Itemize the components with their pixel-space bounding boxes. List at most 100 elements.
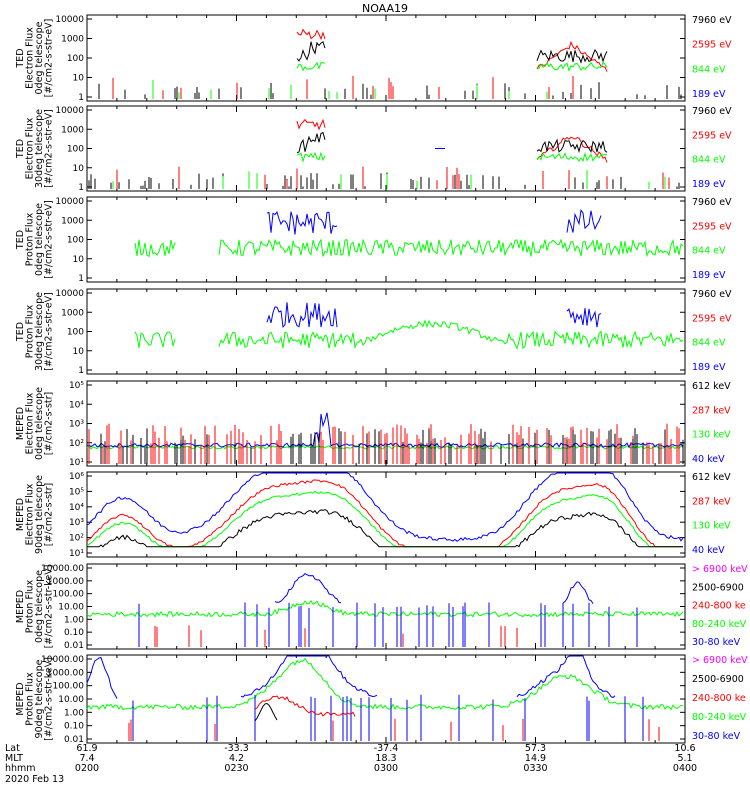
series-130kev [86,490,683,548]
y-axis-label-line: [#/cm2-s-str] [43,483,54,546]
y-tick-label: 10¹ [69,458,84,468]
series-612kev [100,428,684,464]
series-240-800kev [254,695,356,717]
series-189ev [266,209,602,235]
legend-entry: 189 eV [692,179,726,190]
x-tick-label-hhmm: 0230 [224,763,248,774]
y-tick-label: 0.01 [64,641,84,651]
y-tick-label: 10000.00 [41,564,84,574]
y-axis-label-line: TED [15,139,26,159]
legend-entry: 30-80 keV [692,637,741,648]
legend-entry: 612 keV [692,381,731,392]
y-tick-label: 0.01 [64,735,84,745]
legend-entry: 844 eV [692,155,726,166]
legend-entry: 2595 eV [692,40,732,51]
y-tick-label: 10⁴ [69,400,84,410]
legend-entry: 7960 eV [692,289,732,300]
y-tick-label: 1000 [61,308,84,318]
y-tick-label: 10 [73,347,85,357]
y-tick-label: 100 [67,236,84,246]
y-axis-label-line: [#/cm2-s-str-eV] [43,109,54,188]
series-2595ev [296,118,608,163]
series-7960ev [88,172,680,189]
y-tick-label: 100 [67,54,84,64]
legend-entry: 2500-6900 [692,674,744,685]
series-844ev [296,151,608,163]
y-axis-label-line: 0deg telescope [34,387,45,460]
legend-entry: 7960 eV [692,197,732,208]
y-tick-label: 10⁵ [69,381,84,391]
y-axis-label-line: Electron Flux [24,483,35,545]
y-tick-label: 1 [78,93,84,103]
y-axis-label-line: 0deg telescope [34,570,45,643]
series-40kev [86,472,684,542]
y-axis-label-line: 90deg telescope [34,659,45,738]
y-tick-label: 1.00 [64,615,84,625]
y-axis-label-line: MEPED [15,682,26,715]
y-tick-label: 10² [69,439,84,449]
series-844ev [112,170,666,189]
y-tick-label: 10⁵ [69,487,84,497]
y-tick-label: 10³ [69,518,84,528]
series-80-240kev [86,599,684,618]
y-tick-label: 1.00 [64,708,84,718]
date-label: 2020 Feb 13 [5,774,64,785]
legend-entry: 189 eV [692,362,726,373]
series-612kev [87,509,683,548]
y-tick-label: 1000 [61,35,84,45]
y-tick-label: 10.00 [58,695,84,705]
y-tick-label: 1000.00 [47,577,84,587]
y-axis-label-line: Electron Flux [24,117,35,179]
panel-meped-p-0: 10000.00 1000.00 100.00 10.00 1.00 0.10 0.01 ME… [15,563,748,651]
y-tick-label: 10000 [55,289,84,299]
legend-entry: 240-800 ke [692,601,746,612]
y-tick-label: 1 [78,183,84,193]
y-axis-label-line: Proton Flux [24,579,35,633]
legend-entry: 30-80 keV [692,731,741,742]
legend-entry: 189 eV [692,89,726,100]
x-tick-label-lat: 10.6 [674,743,695,754]
y-tick-label: 10000 [55,106,84,116]
y-tick-label: 1 [78,366,84,376]
y-tick-label: 100.00 [53,590,85,600]
series-30-80kev [138,602,638,647]
series-240-800kev [154,625,518,647]
y-axis-label-line: 30deg telescope [34,292,45,371]
legend-entry: 2500-6900 [692,582,744,593]
legend-entry: 80-240 keV [692,712,747,723]
y-tick-label: 10⁴ [69,503,84,513]
y-tick-label: 10⁶ [69,472,84,482]
legend-entry: 7960 eV [692,106,732,117]
x-tick-label-hhmm: 0400 [673,763,697,774]
y-axis-label-line: TED [15,48,26,68]
y-tick-label: 10000.00 [41,655,84,665]
series-844ev [134,238,684,258]
y-axis-label-line: [#/cm2-s-str-keV] [43,565,54,649]
y-axis-label-line: [#/cm2-s-str-eV] [43,292,54,371]
y-axis-label-line: 90deg telescope [34,475,45,554]
y-tick-label: 10000 [55,197,84,207]
series-189ev [266,302,602,329]
legend-entry: 2595 eV [692,313,732,324]
legend-entry: 844 eV [692,338,726,349]
x-tick-label-lat: 57.3 [525,743,546,754]
y-axis-label-line: Proton Flux [24,304,35,358]
y-tick-label: 0.10 [64,722,84,732]
y-axis-label-line: 0deg telescope [34,21,45,94]
y-axis-label-line: 30deg telescope [34,109,45,188]
x-tick-label-lat: -33.3 [224,743,249,754]
legend-entry: 7960 eV [692,15,732,26]
series-7960ev [296,41,608,64]
y-tick-label: 0.10 [64,628,84,638]
y-axis-label-line: [#/cm2-s-str-eV] [43,19,54,98]
series-7960ev [98,82,682,99]
y-tick-label: 1000 [61,125,84,135]
y-axis-label-line: MEPED [15,498,26,531]
panel-frame [86,196,686,283]
panel-frame [86,563,686,650]
